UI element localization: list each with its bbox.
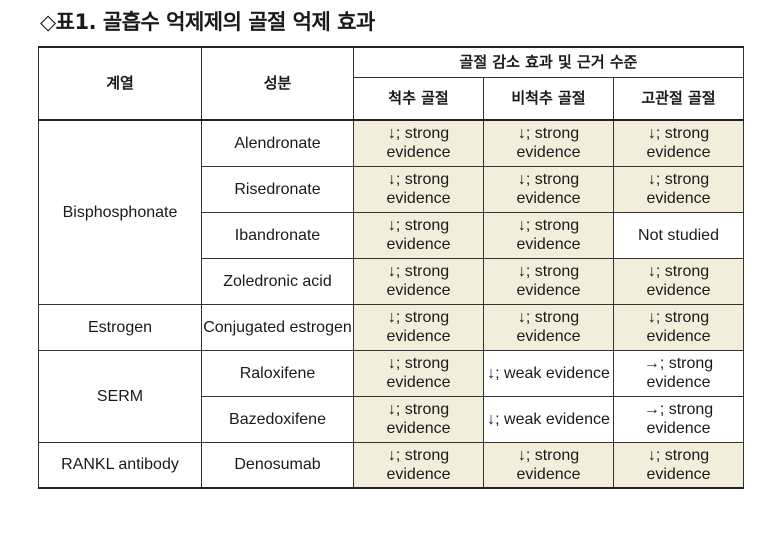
ingredient-cell: Ibandronate <box>201 211 354 259</box>
hip-cell: ↓; strong evidence <box>613 165 744 213</box>
header-ingredient: 성분 <box>201 46 354 121</box>
nonvertebral-cell: ↓; weak evidence <box>483 349 614 397</box>
ingredient-cell: Risedronate <box>201 165 354 213</box>
ingredient-cell: Raloxifene <box>201 349 354 397</box>
vertebral-cell: ↓; strong evidence <box>353 395 484 443</box>
hip-cell: ↓; strong evidence <box>613 303 744 351</box>
vertebral-cell: ↓; strong evidence <box>353 257 484 305</box>
nonvertebral-cell: ↓; strong evidence <box>483 211 614 259</box>
header-vertebral: 척추 골절 <box>353 76 484 121</box>
table-row: Ibandronate ↓; strong evidence ↓; strong… <box>39 211 744 259</box>
hip-cell: ↓; strong evidence <box>613 257 744 305</box>
table-row: Bisphosphonate Alendronate ↓; strong evi… <box>38 119 744 305</box>
vertebral-cell: ↓; strong evidence <box>353 119 484 167</box>
nonvertebral-cell: ↓; strong evidence <box>483 303 614 351</box>
table-row: RANKL antibody Denosumab ↓; strong evide… <box>38 441 744 489</box>
table-row: SERM Raloxifene ↓; strong evidence ↓; we… <box>38 349 744 443</box>
header-group: 골절 감소 효과 및 근거 수준 <box>353 46 744 78</box>
ingredient-cell: Bazedoxifene <box>201 395 354 443</box>
table-title: ◇표1. 골흡수 억제제의 골절 억제 효과 <box>40 10 375 34</box>
class-cell: Bisphosphonate <box>38 119 202 305</box>
header-class: 계열 <box>38 46 202 121</box>
table-row: Bazedoxifene ↓; strong evidence ↓; weak … <box>39 395 744 443</box>
table-row: Risedronate ↓; strong evidence ↓; strong… <box>39 165 744 213</box>
ingredient-cell: Denosumab <box>201 441 354 489</box>
class-cell: RANKL antibody <box>38 441 202 489</box>
fracture-table: 계열 성분 골절 감소 효과 및 근거 수준 척추 골절 비척추 골절 고관절 … <box>38 46 744 489</box>
ingredient-cell: Conjugated estrogen <box>201 303 354 351</box>
hip-cell: Not studied <box>613 211 744 259</box>
class-cell: SERM <box>38 349 202 443</box>
vertebral-cell: ↓; strong evidence <box>353 303 484 351</box>
table-row: Zoledronic acid ↓; strong evidence ↓; st… <box>39 257 744 305</box>
table-row: Estrogen Conjugated estrogen ↓; strong e… <box>38 303 744 351</box>
nonvertebral-cell: ↓; strong evidence <box>483 119 614 167</box>
vertebral-cell: ↓; strong evidence <box>353 349 484 397</box>
vertebral-cell: ↓; strong evidence <box>353 441 484 489</box>
nonvertebral-cell: ↓; weak evidence <box>483 395 614 443</box>
nonvertebral-cell: ↓; strong evidence <box>483 257 614 305</box>
hip-cell: →; strong evidence <box>613 349 744 397</box>
vertebral-cell: ↓; strong evidence <box>353 211 484 259</box>
vertebral-cell: ↓; strong evidence <box>353 165 484 213</box>
hip-cell: ↓; strong evidence <box>613 441 744 489</box>
nonvertebral-cell: ↓; strong evidence <box>483 165 614 213</box>
nonvertebral-cell: ↓; strong evidence <box>483 441 614 489</box>
header-nonvertebral: 비척추 골절 <box>483 76 614 121</box>
ingredient-cell: Alendronate <box>201 119 354 167</box>
hip-cell: ↓; strong evidence <box>613 119 744 167</box>
class-cell: Estrogen <box>38 303 202 351</box>
ingredient-cell: Zoledronic acid <box>201 257 354 305</box>
hip-cell: →; strong evidence <box>613 395 744 443</box>
header-hip: 고관절 골절 <box>613 76 744 121</box>
